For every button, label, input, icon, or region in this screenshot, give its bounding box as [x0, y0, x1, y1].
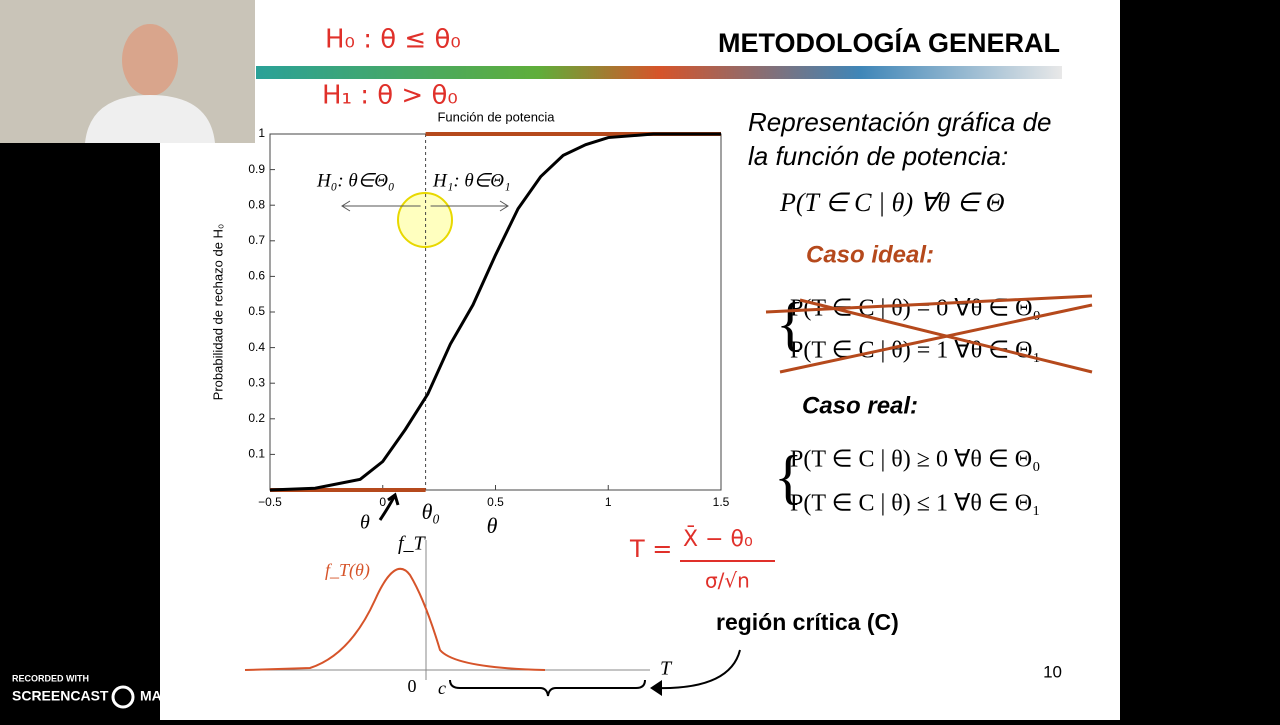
x-tick-label: 1.5	[713, 495, 730, 509]
brace: {	[774, 444, 803, 510]
slide	[160, 0, 1120, 720]
brace: {	[776, 291, 805, 357]
arrow	[378, 492, 400, 521]
recorder-text: RECORDED WITH	[12, 673, 89, 683]
ideal-heading: Caso ideal:	[806, 241, 934, 268]
theta-label: θ	[360, 512, 370, 534]
strike	[799, 298, 1093, 374]
y-tick-label: 0.8	[248, 197, 265, 211]
title-bar	[256, 66, 1062, 79]
density-xlabel: T	[660, 658, 673, 680]
region-brace	[449, 679, 646, 697]
arrowhead	[650, 680, 662, 696]
y-tick-label: 0.1	[248, 447, 265, 461]
density-curve-label: f_T(θ)	[325, 560, 370, 581]
handwritten-h0: H₀ : θ ≤ θ₀	[325, 25, 461, 55]
density-c: c	[438, 678, 446, 698]
x-tick-label: 0.5	[487, 495, 504, 509]
recorder-text: SCREENCAST	[12, 688, 109, 704]
arrow	[654, 649, 741, 690]
x-tick-label: 1	[605, 495, 612, 509]
theta0-label: θ₀	[422, 499, 440, 524]
recorder-logo	[111, 685, 135, 709]
y-tick-label: 0.4	[248, 340, 265, 354]
handwritten-num: X̄ − θ₀	[683, 526, 753, 552]
real-heading: Caso real:	[802, 392, 918, 419]
y-tick-label: 0.3	[248, 375, 265, 389]
density-ylabel: f_T	[398, 533, 427, 555]
density-curve	[244, 568, 546, 671]
handwritten-h1: H₁ : θ > θ₀	[322, 81, 458, 111]
y-tick-label: 0.5	[248, 304, 265, 318]
y-tick-label: 0.9	[248, 162, 265, 176]
webcam-face	[122, 24, 178, 96]
page-number: 10	[1043, 662, 1062, 681]
description: Representación gráfica de	[748, 107, 1052, 137]
handwritten-t: T =	[629, 535, 672, 563]
formula: P(T ∈ C | θ) ∀θ ∈ Θ	[779, 188, 1005, 217]
y-tick-label: 1	[258, 126, 265, 140]
h1-label: H₁: θ∈Θ₁	[432, 170, 511, 191]
handwritten-den: σ/√n	[705, 569, 750, 593]
real-line: P(T ∈ C | θ) ≤ 1 ∀θ ∈ Θ₁	[790, 491, 1040, 517]
strike	[779, 303, 1093, 374]
y-tick-label: 0.7	[248, 233, 265, 247]
slide-title: METODOLOGÍA GENERAL	[718, 27, 1060, 58]
x-axis-label: θ	[487, 513, 498, 538]
webcam-body	[85, 95, 215, 143]
critical-region: región crítica (C)	[716, 609, 899, 635]
density-zero: 0	[408, 676, 417, 696]
strike	[765, 294, 1093, 314]
power-curve	[269, 132, 721, 492]
real-line: P(T ∈ C | θ) ≥ 0 ∀θ ∈ Θ₀	[790, 447, 1040, 473]
cursor-highlight	[397, 192, 453, 248]
power-chart: −0.5 0 0.5 1 1.5 0.1 0.2 0.3 0.4 0.5 0.6 0.7 0.8 0.9 1…	[210, 109, 729, 538]
description: la función de potencia:	[748, 141, 1008, 171]
y-tick-label: 0.6	[248, 269, 265, 283]
x-tick-label: 0	[379, 495, 386, 509]
recorder-text: MATIC	[140, 688, 183, 704]
arrow	[341, 200, 509, 212]
x-tick-label: −0.5	[258, 495, 282, 509]
y-tick-label: 0.2	[248, 411, 265, 425]
h0-label: H₀: θ∈Θ₀	[316, 170, 395, 191]
y-axis-label: Probabilidad de rechazo de H₀	[210, 224, 225, 401]
chart-title: Función de potencia	[437, 109, 555, 124]
